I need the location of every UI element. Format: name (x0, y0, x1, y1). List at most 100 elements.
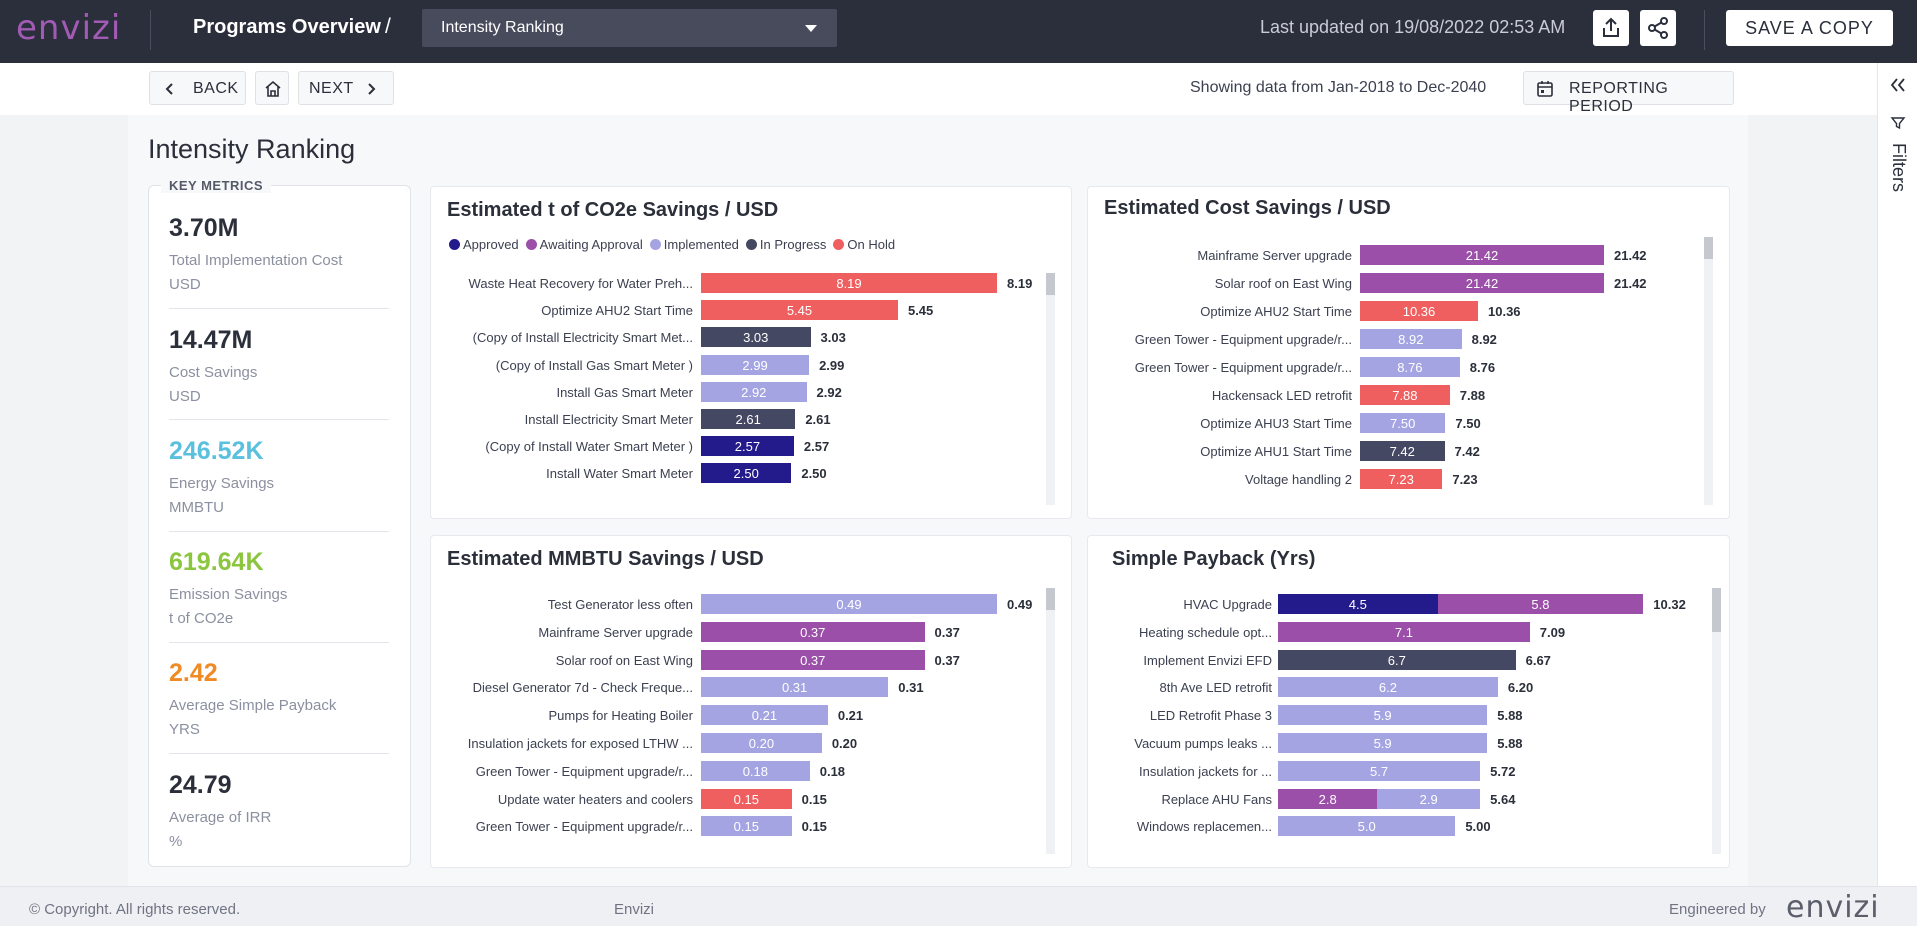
bar-segment[interactable]: 0.37 (701, 621, 925, 642)
bar-segment[interactable]: 8.92 (1360, 329, 1462, 349)
bar-segment[interactable]: 0.49 (701, 594, 997, 614)
bar-segment[interactable]: 21.42 (1360, 273, 1604, 293)
bar-segment[interactable]: 2.99 (701, 354, 810, 375)
bar-value-label: 0.15 (733, 819, 759, 835)
back-label: BACK (193, 80, 239, 97)
home-button[interactable] (255, 71, 289, 105)
bar-segment[interactable]: 0.20 (701, 733, 822, 753)
calendar-icon (1537, 81, 1553, 97)
bar-total-label: 5.72 (1490, 763, 1516, 779)
bar-segment[interactable]: 5.8 (1437, 594, 1644, 614)
bar-segment[interactable]: 2.9 (1377, 788, 1481, 809)
bar-segment[interactable]: 2.8 (1278, 788, 1378, 809)
legend-item[interactable]: Awaiting Approval (525, 237, 643, 252)
reporting-period-button[interactable]: REPORTING PERIOD (1523, 71, 1734, 115)
bar-total-label: 6.67 (1525, 652, 1551, 668)
bar-segment[interactable]: 6.2 (1278, 677, 1498, 698)
bar-segment[interactable]: 7.23 (1360, 469, 1443, 489)
bar-total-label: 2.92 (816, 384, 842, 400)
chart-scrollbar[interactable] (1046, 273, 1055, 505)
legend-item[interactable]: Approved (449, 237, 519, 252)
metric-divider (169, 753, 389, 754)
metric-unit: t of CO2e (169, 610, 234, 627)
bar-value-label: 8.19 (836, 276, 862, 291)
scrollbar-thumb[interactable] (1712, 588, 1721, 632)
chart-card-co2e-savings: Estimated t of CO2e Savings / USD Approv… (430, 186, 1072, 519)
bar-segment[interactable]: 7.88 (1360, 385, 1450, 405)
bar-segment[interactable]: 2.61 (701, 409, 796, 429)
legend-item[interactable]: On Hold (833, 237, 895, 252)
chart-scrollbar[interactable] (1046, 588, 1055, 854)
bar-total-label: 21.42 (1614, 276, 1647, 291)
bar-segment[interactable]: 7.1 (1278, 621, 1530, 642)
chart-scrollbar[interactable] (1712, 588, 1721, 854)
bar-segment[interactable]: 5.45 (701, 300, 898, 321)
nav-strip: BACK NEXT Showing data from Jan-2018 to … (0, 63, 1877, 115)
share-button[interactable] (1640, 10, 1676, 46)
bar-segment[interactable]: 0.18 (701, 760, 810, 781)
legend-item[interactable]: Implemented (649, 237, 739, 252)
breadcrumb-programs-overview[interactable]: Programs Overview (193, 16, 381, 38)
bar-total-label: 0.15 (801, 819, 827, 835)
bar-segment[interactable]: 0.15 (701, 788, 792, 809)
bar-category-label: Green Tower - Equipment upgrade/r... (475, 763, 693, 779)
bar-segment[interactable]: 4.5 (1278, 594, 1438, 614)
bar-segment[interactable]: 0.21 (701, 705, 828, 726)
divider (150, 10, 151, 50)
metric-divider (169, 308, 389, 309)
bar-category-label: Update water heaters and coolers (497, 791, 693, 807)
metric-label: Average of IRR (169, 809, 272, 826)
filters-label[interactable]: Filters (1889, 143, 1909, 192)
bar-segment[interactable]: 0.15 (701, 816, 792, 837)
bar-segment[interactable]: 6.7 (1278, 649, 1516, 670)
scrollbar-thumb[interactable] (1046, 273, 1055, 295)
bar-segment[interactable]: 5.9 (1278, 705, 1488, 726)
save-a-copy-button[interactable]: SAVE A COPY (1726, 10, 1893, 46)
metric-label: Energy Savings (169, 475, 275, 492)
next-button[interactable]: NEXT (298, 71, 394, 105)
bar-segment[interactable]: 8.19 (701, 273, 997, 293)
bar-segment[interactable]: 3.03 (701, 327, 811, 348)
bar-segment[interactable]: 5.9 (1278, 733, 1488, 753)
bar-segment[interactable]: 2.50 (701, 463, 792, 484)
metric-value: 619.64K (169, 548, 264, 576)
bar-segment[interactable]: 0.31 (701, 677, 889, 698)
bar-segment[interactable]: 5.7 (1278, 760, 1481, 781)
bar-segment[interactable]: 0.37 (701, 649, 925, 670)
reporting-period-label: REPORTING PERIOD (1569, 80, 1669, 115)
bar-total-label: 6.20 (1507, 680, 1534, 696)
bar-value-label: 2.8 (1318, 791, 1337, 807)
bar-segment[interactable]: 8.76 (1360, 357, 1460, 377)
dashboard-select[interactable]: Intensity Ranking (422, 9, 837, 47)
bar-total-label: 7.88 (1459, 388, 1486, 403)
chart-scrollbar[interactable] (1704, 237, 1713, 505)
bar-total-label: 5.88 (1497, 708, 1523, 724)
collapse-double-chevron-icon[interactable] (1889, 77, 1907, 93)
bar-total-label: 2.50 (801, 466, 827, 482)
scrollbar-thumb[interactable] (1704, 237, 1713, 259)
envizi-logo[interactable]: envizi (16, 8, 122, 48)
back-button[interactable]: BACK (149, 71, 246, 105)
bar-segment[interactable]: 7.50 (1360, 413, 1446, 433)
export-button[interactable] (1593, 10, 1629, 46)
bar-total-label: 10.36 (1488, 304, 1521, 319)
bar-segment[interactable]: 5.0 (1278, 816, 1456, 837)
bar-segment[interactable]: 7.42 (1360, 441, 1445, 461)
legend-item[interactable]: In Progress (745, 237, 826, 252)
metric-unit: MMBTU (169, 499, 224, 516)
bar-category-label: Windows replacemen... (1136, 819, 1272, 835)
metric-unit: % (169, 833, 183, 850)
bar-category-label: Insulation jackets for exposed LTHW ... (467, 736, 693, 751)
bar-category-label: Install Gas Smart Meter (556, 384, 693, 400)
export-icon (1603, 17, 1619, 37)
bar-segment[interactable]: 21.42 (1360, 245, 1604, 265)
bar-segment[interactable]: 2.92 (701, 381, 807, 402)
filter-icon[interactable] (1890, 115, 1906, 131)
bar-segment[interactable]: 2.57 (701, 436, 794, 457)
scrollbar-thumb[interactable] (1046, 588, 1055, 610)
home-icon (265, 80, 281, 97)
bar-total-label: 0.18 (819, 763, 846, 779)
bar-category-label: Green Tower - Equipment upgrade/r... (1134, 360, 1352, 375)
metric-value: 2.42 (169, 659, 218, 687)
bar-segment[interactable]: 10.36 (1360, 301, 1478, 321)
